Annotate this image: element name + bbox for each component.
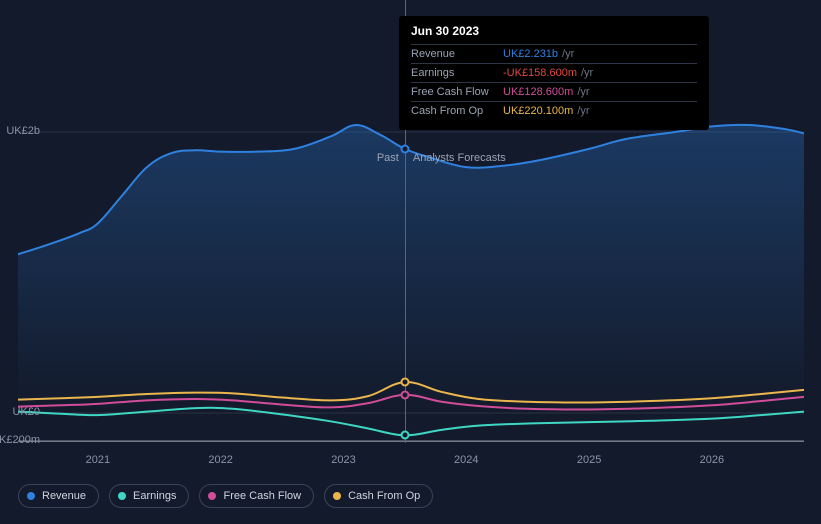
tooltip-row-value: UK£2.231b: [503, 48, 558, 60]
tooltip-row-unit: /yr: [562, 48, 574, 60]
y-axis-label: UK£0: [0, 406, 40, 418]
marker-earnings: [400, 431, 409, 440]
marker-cash_from_op: [400, 378, 409, 387]
y-axis-label: -UK£200m: [0, 434, 40, 446]
tooltip-row-label: Earnings: [411, 67, 503, 79]
x-axis-label: 2022: [208, 454, 232, 466]
legend-dot-icon: [118, 492, 126, 500]
chart-legend: Revenue Earnings Free Cash Flow Cash From O…: [18, 484, 433, 508]
tooltip-row: Earnings-UK£158.600m/yr: [411, 63, 697, 82]
chart-tooltip: Jun 30 2023 RevenueUK£2.231b/yrEarnings-…: [399, 16, 709, 130]
legend-item-label: Cash From Op: [348, 490, 420, 502]
x-axis-label: 2024: [454, 454, 478, 466]
legend-item-label: Revenue: [42, 490, 86, 502]
tooltip-row-unit: /yr: [581, 67, 593, 79]
tooltip-title: Jun 30 2023: [411, 24, 697, 44]
marker-free_cash_flow: [400, 390, 409, 399]
x-axis-label: 2025: [577, 454, 601, 466]
legend-dot-icon: [208, 492, 216, 500]
tooltip-row: Free Cash FlowUK£128.600m/yr: [411, 82, 697, 101]
legend-item-label: Earnings: [133, 490, 176, 502]
x-axis-label: 2023: [331, 454, 355, 466]
tooltip-row-value: UK£128.600m: [503, 86, 573, 98]
x-axis-label: 2021: [86, 454, 110, 466]
past-label: Past: [377, 152, 399, 164]
tooltip-row: Cash From OpUK£220.100m/yr: [411, 101, 697, 120]
x-axis-label: 2026: [700, 454, 724, 466]
legend-item-free_cash_flow[interactable]: Free Cash Flow: [199, 484, 314, 508]
tooltip-row-label: Free Cash Flow: [411, 86, 503, 98]
legend-dot-icon: [27, 492, 35, 500]
forecast-label: Analysts Forecasts: [413, 152, 506, 164]
tooltip-row-value: -UK£158.600m: [503, 67, 577, 79]
legend-item-earnings[interactable]: Earnings: [109, 484, 189, 508]
tooltip-row-value: UK£220.100m: [503, 105, 573, 117]
tooltip-row-unit: /yr: [577, 86, 589, 98]
tooltip-row-unit: /yr: [577, 105, 589, 117]
legend-item-cash_from_op[interactable]: Cash From Op: [324, 484, 433, 508]
legend-item-revenue[interactable]: Revenue: [18, 484, 99, 508]
tooltip-row-label: Revenue: [411, 48, 503, 60]
legend-dot-icon: [333, 492, 341, 500]
tooltip-row: RevenueUK£2.231b/yr: [411, 44, 697, 63]
legend-item-label: Free Cash Flow: [223, 490, 301, 502]
tooltip-row-label: Cash From Op: [411, 105, 503, 117]
marker-revenue: [400, 144, 409, 153]
y-axis-label: UK£2b: [0, 125, 40, 137]
